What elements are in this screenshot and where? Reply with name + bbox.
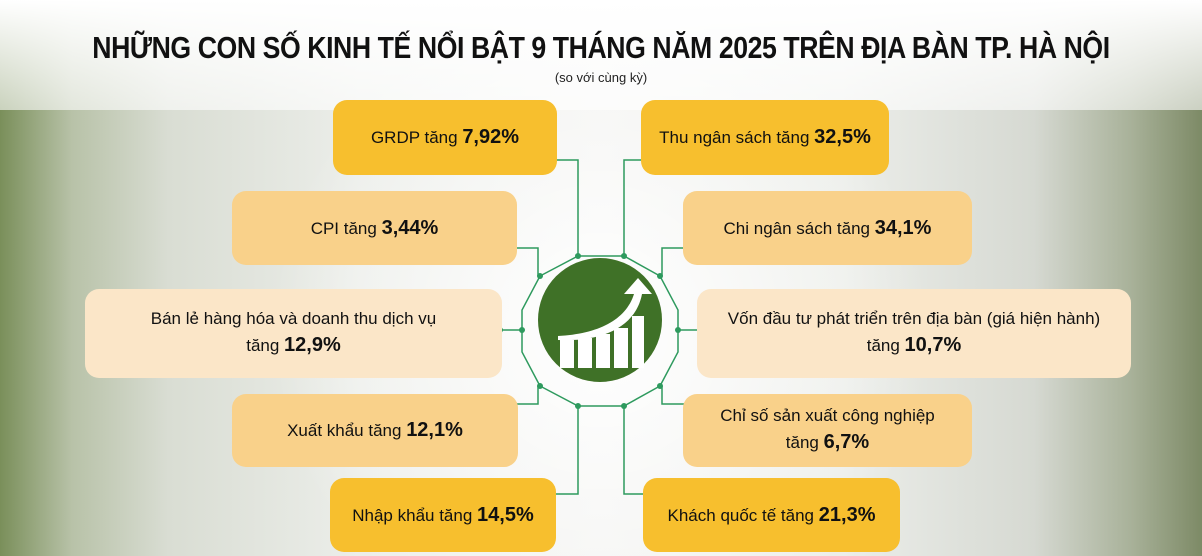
connector-line xyxy=(557,159,579,256)
connector-line xyxy=(661,386,690,405)
stat-label: Vốn đầu tư phát triển trên địa bàn (giá … xyxy=(727,308,1101,328)
stat-card-industrial-index: Chỉ số sản xuất công nghiệp tăng 6,7% xyxy=(683,394,972,467)
stat-label-suffix: tăng xyxy=(866,336,900,356)
stat-card-grdp: GRDP tăng 7,92% xyxy=(333,100,557,175)
stat-card-investment: Vốn đầu tư phát triển trên địa bàn (giá … xyxy=(697,289,1131,378)
connector-line xyxy=(510,386,539,405)
stat-label: Nhập khẩu tăng xyxy=(352,505,473,525)
background-skyline xyxy=(0,0,1202,110)
stat-card-international-visitors: Khách quốc tế tăng 21,3% xyxy=(643,478,900,552)
stat-card-cpi: CPI tăng 3,44% xyxy=(232,191,517,265)
stat-label: GRDP tăng xyxy=(370,128,458,147)
stat-value: 32,5% xyxy=(814,126,871,148)
stat-card-budget-revenue: Thu ngân sách tăng 32,5% xyxy=(641,100,889,175)
connector-line xyxy=(661,247,690,276)
stat-label-suffix: tăng xyxy=(785,433,819,453)
stat-value: 7,92% xyxy=(462,126,520,148)
page-title: NHỮNG CON SỐ KINH TẾ NỔI BẬT 9 THÁNG NĂM… xyxy=(92,30,1110,65)
stat-label-suffix: tăng xyxy=(246,336,280,356)
stat-value: 10,7% xyxy=(904,334,962,357)
growth-chart-arrow-icon xyxy=(538,258,662,382)
connector-line xyxy=(623,406,645,495)
stat-label: Chi ngân sách tăng xyxy=(723,218,871,238)
stat-label: Khách quốc tế tăng xyxy=(667,505,815,525)
stat-label: Xuất khẩu tăng xyxy=(287,421,402,440)
connector-line xyxy=(510,247,539,276)
stat-label: Thu ngân sách tăng xyxy=(659,128,810,147)
page-subtitle: (so với cùng kỳ) xyxy=(554,70,648,85)
stat-value: 14,5% xyxy=(477,503,534,526)
stat-value: 6,7% xyxy=(823,431,870,454)
connector-line xyxy=(556,406,579,495)
stat-value: 12,9% xyxy=(284,334,341,357)
stat-label: Chỉ số sản xuất công nghiệp xyxy=(720,405,935,425)
stat-label: Bán lẻ hàng hóa và doanh thu dịch vụ xyxy=(150,308,437,328)
stat-card-export: Xuất khẩu tăng 12,1% xyxy=(232,394,518,467)
stat-card-import: Nhập khẩu tăng 14,5% xyxy=(330,478,556,552)
stat-value: 3,44% xyxy=(381,216,439,239)
stat-card-budget-spending: Chi ngân sách tăng 34,1% xyxy=(683,191,972,265)
stat-value: 21,3% xyxy=(818,503,876,526)
connector-line xyxy=(623,159,643,256)
stat-label: CPI tăng xyxy=(310,218,377,238)
stat-card-retail: Bán lẻ hàng hóa và doanh thu dịch vụ tăng… xyxy=(85,289,502,378)
stat-value: 34,1% xyxy=(874,216,932,239)
stat-value: 12,1% xyxy=(406,419,463,441)
